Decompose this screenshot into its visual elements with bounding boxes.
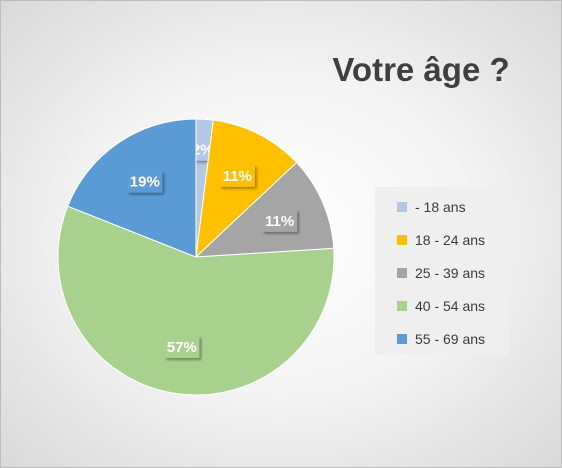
data-label-text-1: 11% (223, 168, 252, 185)
legend-label-2: 25 - 39 ans (415, 265, 486, 281)
legend-swatch-4 (397, 334, 407, 344)
legend-item-0: - 18 ans (397, 197, 466, 217)
legend: - 18 ans 18 - 24 ans 25 - 39 ans 40 - 54 an… (375, 187, 509, 355)
legend-item-4: 55 - 69 ans (397, 329, 485, 349)
legend-swatch-2 (397, 268, 407, 278)
data-label-text-3: 57% (167, 339, 197, 356)
data-label-3: 57% (164, 336, 200, 358)
data-label-text-2: 11% (265, 213, 294, 230)
legend-label-3: 40 - 54 ans (415, 298, 486, 314)
legend-swatch-0 (397, 202, 407, 212)
legend-swatch-1 (397, 235, 407, 245)
data-label-4: 19% (127, 170, 163, 193)
legend-label-4: 55 - 69 ans (415, 331, 486, 347)
legend-label-0: - 18 ans (415, 199, 466, 215)
pie-slice-1 (195, 119, 298, 259)
data-label-box-3 (164, 336, 200, 358)
chart-title: Votre âge ? (332, 51, 510, 88)
legend-item-1: 18 - 24 ans (397, 230, 485, 250)
pie-slice-2 (194, 161, 335, 258)
legend-label-1: 18 - 24 ans (415, 232, 486, 248)
legend-item-2: 25 - 39 ans (397, 263, 485, 283)
data-label-2: 11% (262, 209, 298, 232)
data-label-text-4: 19% (130, 174, 160, 191)
data-label-text-0: 2% (192, 142, 214, 159)
legend-item-3: 40 - 54 ans (397, 296, 485, 316)
data-label-box-4 (127, 170, 163, 193)
legend-swatch-3 (397, 301, 407, 311)
data-label-1: 11% (219, 164, 255, 187)
pie-slice-3 (57, 205, 335, 396)
data-label-box-2 (262, 209, 298, 232)
data-label-box-1 (219, 164, 255, 187)
